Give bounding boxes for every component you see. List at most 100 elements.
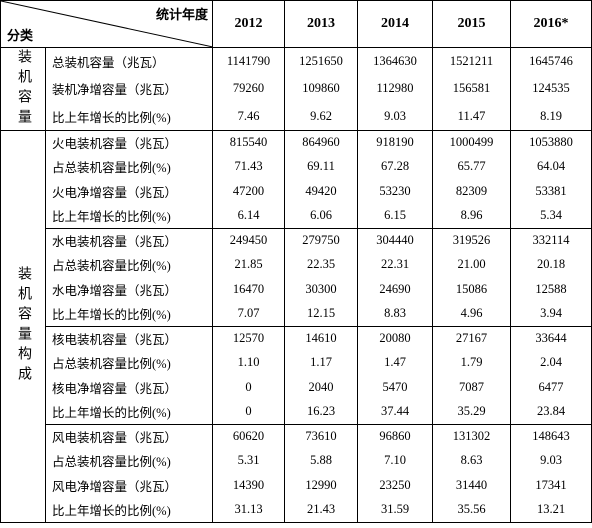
item-label: 核电装机容量（兆瓦） — [45, 325, 213, 351]
value-cell: 73610 — [284, 423, 358, 449]
table-row: 占总装机容量比例(%) 21.85 22.35 22.31 21.00 20.18 — [1, 252, 592, 277]
item-label: 总装机容量（兆瓦） — [45, 47, 213, 75]
value-cell: 6.15 — [357, 203, 433, 229]
value-cell: 1364630 — [357, 47, 433, 75]
value-cell: 2040 — [284, 375, 358, 400]
value-cell: 21.00 — [432, 252, 511, 277]
value-cell: 1.10 — [212, 350, 285, 375]
year-header: 2016* — [510, 0, 592, 48]
value-cell: 9.62 — [284, 102, 358, 131]
corner-top: 统计年度 — [155, 7, 208, 22]
item-label: 占总装机容量比例(%) — [45, 448, 213, 473]
corner-bottom: 分类 — [7, 28, 34, 43]
table-row: 比上年增长的比例(%) 6.14 6.06 6.15 8.96 5.34 — [1, 203, 592, 229]
item-label: 风电净增容量（兆瓦） — [45, 473, 213, 498]
value-cell: 332114 — [510, 227, 592, 253]
value-cell: 20080 — [357, 325, 433, 351]
item-label: 火电净增容量（兆瓦） — [45, 179, 213, 204]
value-cell: 0 — [212, 399, 285, 425]
table-row: 火电净增容量（兆瓦） 47200 49420 53230 82309 53381 — [1, 179, 592, 204]
value-cell: 31440 — [432, 473, 511, 498]
value-cell: 27167 — [432, 325, 511, 351]
value-cell: 23.84 — [510, 399, 592, 425]
value-cell: 7.10 — [357, 448, 433, 473]
group-label: 装机容量 — [0, 47, 46, 131]
value-cell: 8.96 — [432, 203, 511, 229]
item-label: 风电装机容量（兆瓦） — [45, 423, 213, 449]
value-cell: 64.04 — [510, 154, 592, 179]
item-label: 比上年增长的比例(%) — [45, 102, 213, 131]
value-cell: 82309 — [432, 179, 511, 204]
value-cell: 1.79 — [432, 350, 511, 375]
value-cell: 8.19 — [510, 102, 592, 131]
value-cell: 53230 — [357, 179, 433, 204]
value-cell: 22.31 — [357, 252, 433, 277]
item-label: 比上年增长的比例(%) — [45, 399, 213, 425]
value-cell: 23250 — [357, 473, 433, 498]
group-label: 装机容量构成 — [0, 129, 46, 523]
table-row: 比上年增长的比例(%) 7.46 9.62 9.03 11.47 8.19 — [1, 102, 592, 131]
value-cell: 2.04 — [510, 350, 592, 375]
value-cell: 13.21 — [510, 497, 592, 523]
value-cell: 47200 — [212, 179, 285, 204]
value-cell: 14610 — [284, 325, 358, 351]
item-label: 水电净增容量（兆瓦） — [45, 277, 213, 302]
table-row: 比上年增长的比例(%) 7.07 12.15 8.83 4.96 3.94 — [1, 301, 592, 327]
value-cell: 12588 — [510, 277, 592, 302]
value-cell: 65.77 — [432, 154, 511, 179]
item-label: 比上年增长的比例(%) — [45, 497, 213, 523]
value-cell: 815540 — [212, 129, 285, 155]
header-row: 统计年度 分类 2012 2013 2014 2015 2016* — [0, 0, 592, 48]
table-row: 装机净增容量（兆瓦） 79260 109860 112980 156581 124535 — [1, 75, 592, 103]
diagonal — [1, 1, 213, 47]
value-cell: 9.03 — [357, 102, 433, 131]
table-row: 比上年增长的比例(%) 31.13 21.43 31.59 35.56 13.21 — [1, 497, 592, 523]
value-cell: 30300 — [284, 277, 358, 302]
value-cell: 6477 — [510, 375, 592, 400]
table-row: 风电装机容量（兆瓦） 60620 73610 96860 131302 148643 — [1, 423, 592, 449]
table-row: 水电净增容量（兆瓦） 16470 30300 24690 15086 12588 — [1, 277, 592, 302]
value-cell: 124535 — [510, 75, 592, 103]
value-cell: 53381 — [510, 179, 592, 204]
value-cell: 5.34 — [510, 203, 592, 229]
value-cell: 918190 — [357, 129, 433, 155]
value-cell: 5.31 — [212, 448, 285, 473]
value-cell: 9.03 — [510, 448, 592, 473]
value-cell: 3.94 — [510, 301, 592, 327]
value-cell: 6.14 — [212, 203, 285, 229]
value-cell: 1141790 — [212, 47, 285, 75]
value-cell: 7.46 — [212, 102, 285, 131]
year-header: 2013 — [284, 0, 358, 48]
value-cell: 156581 — [432, 75, 511, 103]
value-cell: 15086 — [432, 277, 511, 302]
value-cell: 112980 — [357, 75, 433, 103]
value-cell: 279750 — [284, 227, 358, 253]
value-cell: 6.06 — [284, 203, 358, 229]
value-cell: 1000499 — [432, 129, 511, 155]
value-cell: 16470 — [212, 277, 285, 302]
table-row: 水电装机容量（兆瓦） 249450 279750 304440 319526 332114 — [1, 227, 592, 253]
corner-cell: 统计年度 分类 — [0, 0, 213, 48]
value-cell: 35.29 — [432, 399, 511, 425]
value-cell: 21.85 — [212, 252, 285, 277]
table-row: 装机容量 总装机容量（兆瓦） 1141790 1251650 1364630 152121… — [0, 47, 592, 131]
value-cell: 148643 — [510, 423, 592, 449]
value-cell: 20.18 — [510, 252, 592, 277]
value-cell: 14390 — [212, 473, 285, 498]
value-cell: 69.11 — [284, 154, 358, 179]
value-cell: 16.23 — [284, 399, 358, 425]
value-cell: 1251650 — [284, 47, 358, 75]
value-cell: 22.35 — [284, 252, 358, 277]
item-label: 占总装机容量比例(%) — [45, 350, 213, 375]
value-cell: 8.83 — [357, 301, 433, 327]
value-cell: 24690 — [357, 277, 433, 302]
value-cell: 7087 — [432, 375, 511, 400]
value-cell: 131302 — [432, 423, 511, 449]
year-header: 2015 — [432, 0, 511, 48]
value-cell: 67.28 — [357, 154, 433, 179]
value-cell: 1053880 — [510, 129, 592, 155]
value-cell: 31.13 — [212, 497, 285, 523]
year-header: 2012 — [212, 0, 285, 48]
